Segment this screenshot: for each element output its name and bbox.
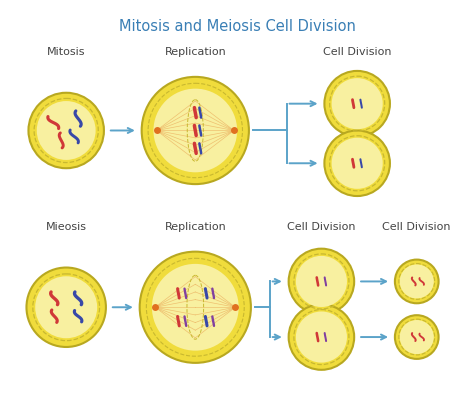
Text: Cell Division: Cell Division (323, 47, 392, 57)
Circle shape (37, 101, 96, 160)
Circle shape (154, 89, 237, 172)
Circle shape (332, 138, 383, 189)
Text: Replication: Replication (164, 47, 226, 57)
Circle shape (289, 249, 354, 314)
Circle shape (296, 312, 347, 363)
Circle shape (324, 130, 390, 196)
Circle shape (400, 264, 434, 298)
Circle shape (400, 320, 434, 354)
Text: Cell Division: Cell Division (383, 222, 451, 232)
Circle shape (28, 93, 104, 168)
Text: Mitosis: Mitosis (47, 47, 85, 57)
Text: Replication: Replication (164, 222, 226, 232)
Circle shape (395, 315, 438, 359)
Circle shape (395, 259, 438, 303)
Circle shape (324, 71, 390, 136)
Circle shape (152, 264, 239, 350)
Circle shape (289, 304, 354, 370)
Text: Mitosis and Meiosis Cell Division: Mitosis and Meiosis Cell Division (118, 19, 356, 34)
Circle shape (296, 256, 347, 307)
Text: Cell Division: Cell Division (287, 222, 356, 232)
Circle shape (35, 276, 97, 338)
Circle shape (332, 78, 383, 129)
Circle shape (27, 267, 106, 347)
Circle shape (140, 252, 251, 363)
Circle shape (142, 77, 249, 184)
Text: Mieosis: Mieosis (46, 222, 87, 232)
